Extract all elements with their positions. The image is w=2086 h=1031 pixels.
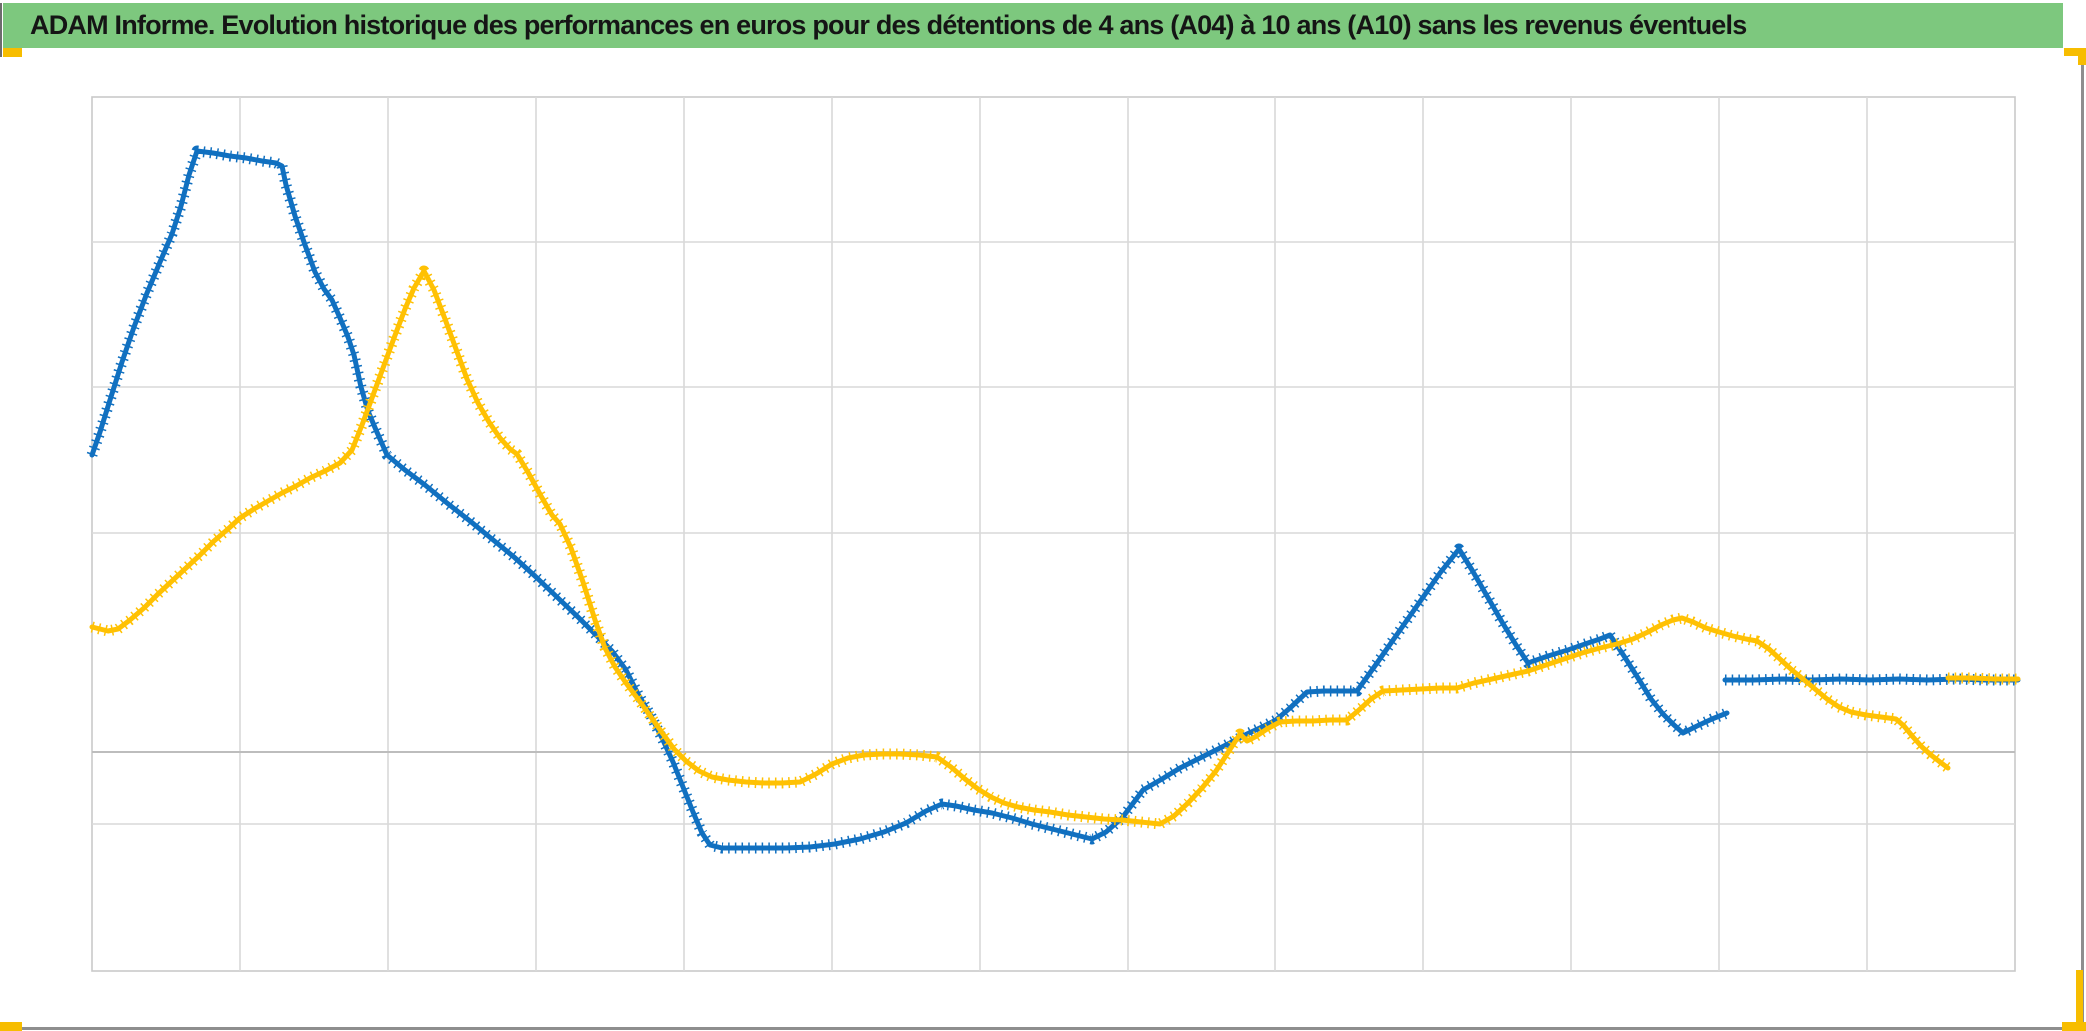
gold-performance-line	[1945, 675, 2021, 682]
selection-corner-top-left	[3, 48, 22, 57]
plot-area	[91, 96, 2016, 972]
title-cell: ADAM Informe. Evolution historique des p…	[3, 3, 2063, 48]
gold-performance-line	[89, 268, 1951, 827]
selection-corner-bottom-right-v	[2076, 970, 2083, 1031]
selection-corner-bottom-right-h	[2062, 1022, 2086, 1031]
chart-title: ADAM Informe. Evolution historique des p…	[30, 10, 1747, 40]
blue-performance-line-markers	[86, 145, 1730, 854]
selection-corner-top-right-h	[2064, 48, 2086, 56]
window-bottom-edge	[0, 1027, 2086, 1030]
window-left-edge	[0, 3, 2, 57]
window-right-edge	[2081, 48, 2084, 1031]
selection-corner-bottom-left	[0, 1022, 22, 1031]
selection-corner-top-right-v	[2078, 48, 2086, 65]
